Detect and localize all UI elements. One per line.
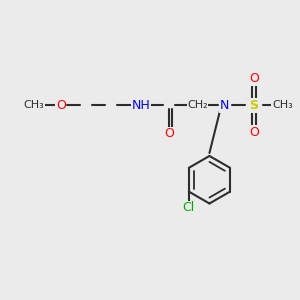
Text: CH₃: CH₃ <box>272 100 292 110</box>
Text: Cl: Cl <box>183 202 195 214</box>
Text: N: N <box>220 99 229 112</box>
Text: O: O <box>249 126 259 139</box>
Text: S: S <box>250 99 259 112</box>
Text: NH: NH <box>132 99 151 112</box>
Text: O: O <box>249 72 259 85</box>
Text: CH₂: CH₂ <box>187 100 208 110</box>
Text: CH₃: CH₃ <box>24 100 44 110</box>
Text: O: O <box>164 127 174 140</box>
Text: O: O <box>56 99 66 112</box>
